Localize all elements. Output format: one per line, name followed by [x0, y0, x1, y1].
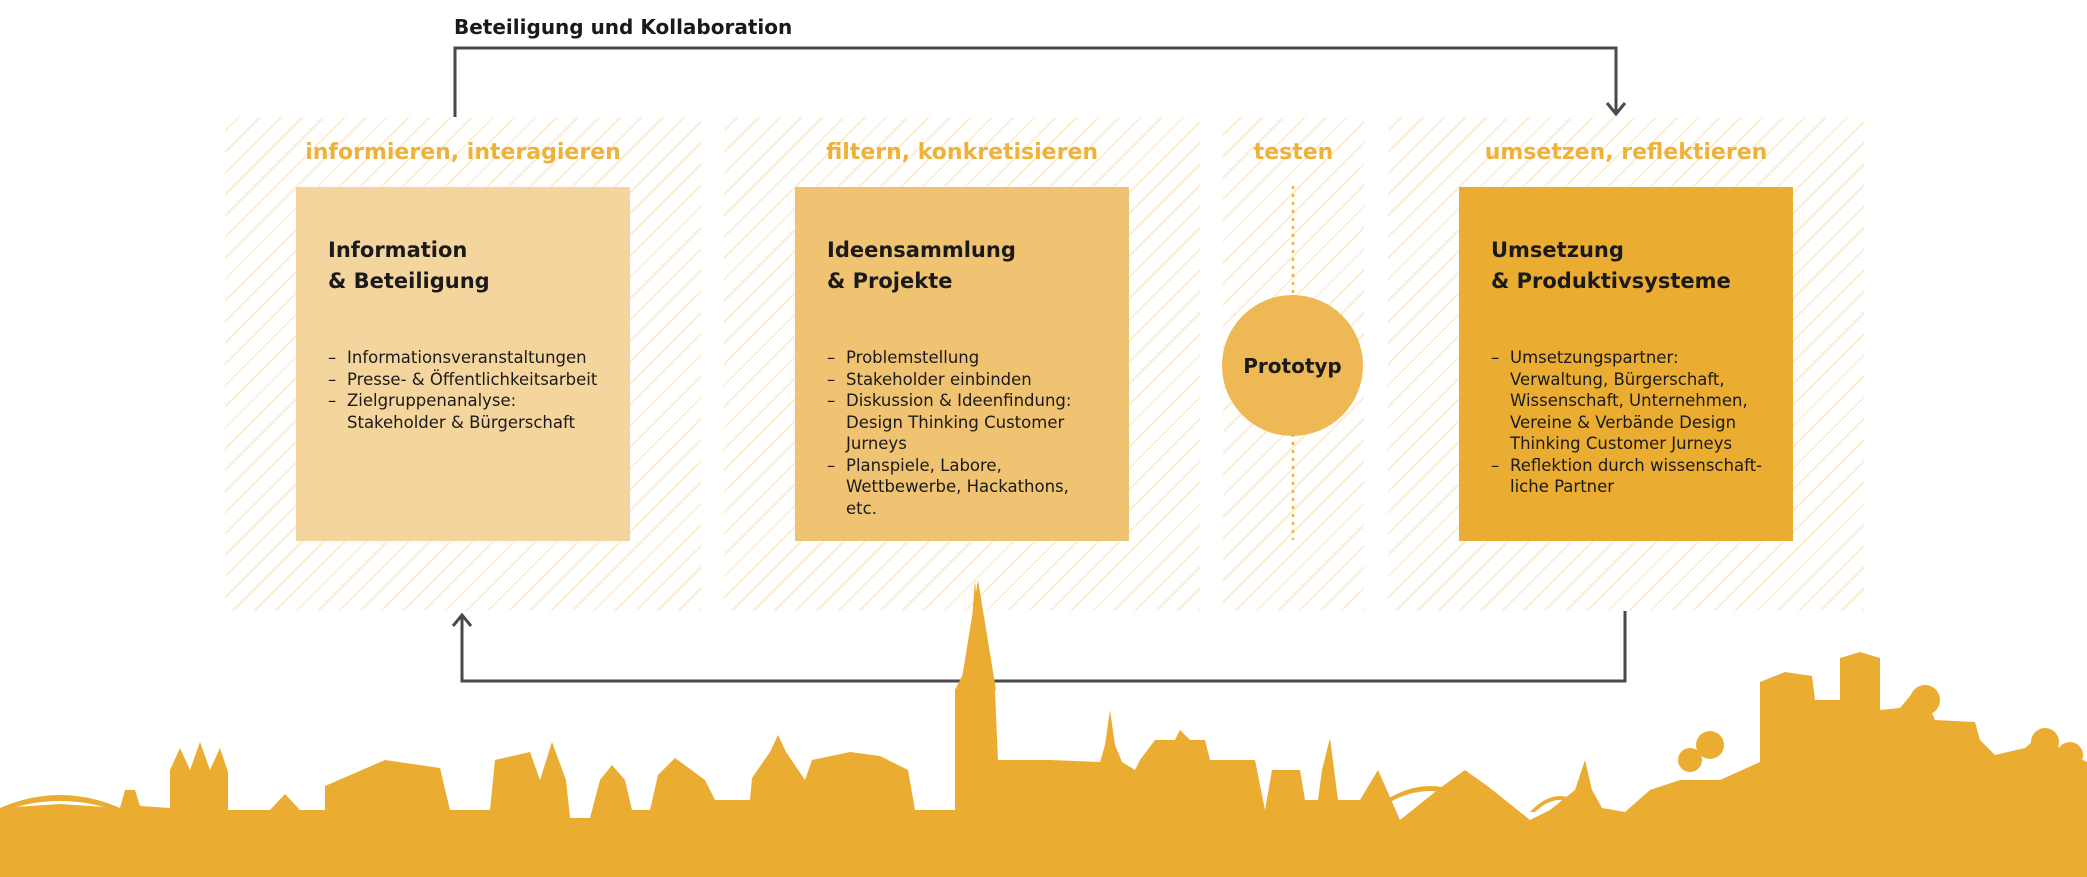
loop-label: Beteiligung und Kollaboration — [454, 15, 793, 39]
list-item: Diskussion & Ideenfindung: Design Thinki… — [827, 390, 1105, 455]
return-arrow — [451, 611, 1627, 683]
list-item: Informationsveranstaltungen — [328, 347, 606, 369]
card-title: Ideensammlung & Projekte — [827, 238, 1016, 293]
city-skyline — [0, 580, 2087, 877]
list-item: Umsetzungspartner: Verwaltung, Bürgersch… — [1491, 347, 1769, 455]
top-loop-arrow — [453, 46, 1627, 117]
card-list: Informationsveranstaltungen Presse- & Öf… — [328, 347, 606, 433]
card-list: Problemstellung Stakeholder einbinden Di… — [827, 347, 1105, 519]
list-item: Stakeholder einbinden — [827, 369, 1105, 391]
stage-label-testen: testen — [1253, 140, 1334, 165]
card-ideensammlung: Ideensammlung & Projekte Problemstellung… — [795, 187, 1129, 541]
card-title: Umsetzung & Produktivsysteme — [1491, 238, 1731, 293]
list-item: Problemstellung — [827, 347, 1105, 369]
list-item: Zielgruppenanalyse: Stakeholder & Bürger… — [328, 390, 606, 433]
list-item: Reflektion durch wissenschaft-liche Part… — [1491, 455, 1769, 498]
card-title: Information & Beteiligung — [328, 238, 490, 293]
card-information: Information & Beteiligung Informationsve… — [296, 187, 630, 541]
list-item: Planspiele, Labore, Wettbewerbe, Hackath… — [827, 455, 1105, 520]
prototyp-node: Prototyp — [1222, 295, 1363, 436]
card-list: Umsetzungspartner: Verwaltung, Bürgersch… — [1491, 347, 1769, 498]
stage-label-informieren: informieren, interagieren — [305, 140, 621, 165]
card-umsetzung: Umsetzung & Produktivsysteme Umsetzungsp… — [1459, 187, 1793, 541]
stage-label-umsetzen: umsetzen, reflektieren — [1484, 140, 1768, 165]
list-item: Presse- & Öffentlichkeitsarbeit — [328, 369, 606, 391]
stage-label-filtern: filtern, konkretisieren — [825, 140, 1099, 165]
